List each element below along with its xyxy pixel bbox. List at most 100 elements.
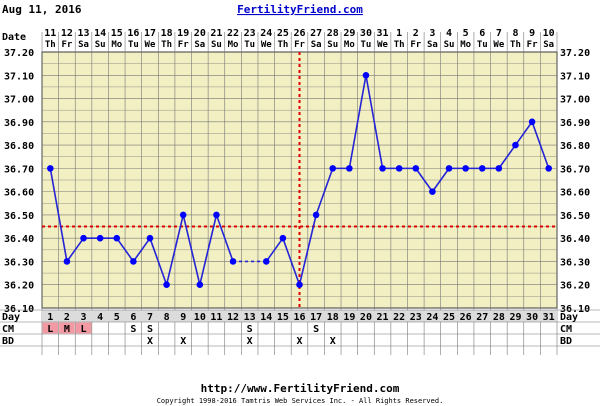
- y-tick-label-right: 36.60: [560, 188, 590, 199]
- temp-point: [379, 165, 386, 172]
- bd-marker: X: [147, 336, 153, 347]
- series-segment: [199, 214, 218, 285]
- day-of-week: Su: [327, 40, 338, 50]
- day-of-week: Th: [277, 40, 288, 50]
- series-segment: [514, 121, 533, 146]
- date-number: 10: [543, 28, 555, 39]
- date-number: 12: [61, 28, 73, 39]
- series-segment: [282, 237, 301, 285]
- cycle-day-number: 31: [543, 312, 555, 323]
- date-number: 14: [94, 28, 106, 39]
- date-number: 28: [327, 28, 339, 39]
- cycle-day-number: 8: [164, 312, 170, 323]
- day-of-week: Th: [161, 40, 172, 50]
- y-tick-label-right: 36.80: [560, 141, 590, 152]
- series-segment: [265, 237, 284, 262]
- day-of-week: Fr: [61, 40, 72, 50]
- temp-point: [262, 258, 270, 265]
- bd-marker: X: [247, 336, 253, 347]
- y-tick-label-right: 36.20: [560, 281, 590, 292]
- cycle-day-number: 27: [476, 312, 488, 323]
- menses-cell: [42, 322, 59, 334]
- reference-lines: [42, 52, 557, 308]
- temp-point: [279, 234, 287, 242]
- cycle-day-number: 4: [97, 312, 103, 323]
- series-segment: [348, 75, 367, 169]
- temp-point: [395, 165, 403, 172]
- cm-value: S: [130, 324, 136, 335]
- y-tick-label-right: 36.90: [560, 118, 590, 129]
- date-number: 6: [479, 28, 485, 39]
- cycle-day-number: 29: [509, 312, 521, 323]
- cm-value: L: [47, 324, 53, 335]
- cycle-day-number: 6: [130, 312, 136, 323]
- day-of-week: Sa: [427, 40, 438, 50]
- date-number: 25: [277, 28, 289, 39]
- date-number: 21: [210, 28, 222, 39]
- temp-point: [130, 258, 137, 265]
- series-segment: [149, 237, 168, 285]
- site-title-link[interactable]: FertilityFriend.com: [237, 3, 363, 16]
- day-of-week: Tu: [361, 40, 372, 50]
- series-segment: [165, 214, 184, 285]
- cycle-day-number: 1: [47, 312, 53, 323]
- date-number: 8: [512, 28, 518, 39]
- date-number: 11: [44, 28, 56, 39]
- day-of-week: Tu: [244, 40, 255, 50]
- cycle-day-number: 13: [244, 312, 256, 323]
- day-of-week: Sa: [311, 40, 322, 50]
- cycle-day-number: 30: [526, 312, 538, 323]
- series-segment: [182, 214, 201, 285]
- date-row-label: Date: [2, 32, 26, 43]
- y-tick-label-left: 37.10: [4, 71, 34, 82]
- y-axis: 36.10 36.10 36.20 36.20 36.30 36.30 36.40 36.40…: [4, 48, 590, 315]
- cycle-day-number: 25: [443, 312, 455, 323]
- cycle-day-number: 18: [327, 312, 339, 323]
- cycle-day-number: 28: [493, 312, 505, 323]
- y-tick-label-left: 36.60: [4, 188, 34, 199]
- series-segment: [116, 237, 135, 262]
- footer-url[interactable]: http://www.FertilityFriend.com: [201, 382, 400, 395]
- y-tick-label-left: 36.20: [4, 281, 34, 292]
- temp-point: [113, 234, 121, 242]
- day-of-week: Su: [444, 40, 455, 50]
- day-of-week: Tu: [128, 40, 139, 50]
- day-of-week: Mo: [460, 40, 471, 50]
- cycle-day-number: 5: [114, 312, 120, 323]
- series-segment: [215, 214, 234, 262]
- temp-point: [528, 118, 536, 126]
- y-tick-label-right: 36.30: [560, 257, 590, 268]
- cm-value: M: [64, 324, 70, 335]
- cycle-day-number: 3: [81, 312, 87, 323]
- date-header: Date 11Th12Fr13Sa14Su15Mo16Tu17We18Th19Fr…: [2, 28, 555, 50]
- date-number: 26: [293, 28, 305, 39]
- y-tick-label-left: 37.00: [4, 95, 34, 106]
- temp-point: [96, 234, 104, 242]
- day-of-week: We: [377, 40, 388, 50]
- menses-cell: [59, 322, 75, 334]
- cycle-day-number: 19: [343, 312, 355, 323]
- temp-point: [429, 188, 436, 195]
- y-tick-label-left: 36.70: [4, 164, 34, 175]
- series-segment: [531, 121, 550, 169]
- cycle-day-number: 15: [277, 312, 289, 323]
- y-tick-label-right: 37.00: [560, 95, 590, 106]
- cycle-day-number: 10: [194, 312, 206, 323]
- date-number: 4: [446, 28, 452, 39]
- y-tick-label-left: 36.90: [4, 118, 34, 129]
- temp-point: [163, 281, 170, 289]
- date-number: 3: [429, 28, 435, 39]
- bd-marker: X: [296, 336, 302, 347]
- cm-row-label-left: CM: [2, 324, 14, 335]
- day-of-week: Tu: [477, 40, 488, 50]
- date-number: 1: [396, 28, 402, 39]
- y-tick-label-left: 37.20: [4, 48, 34, 59]
- day-of-week: Fr: [178, 40, 189, 50]
- day-of-week: Su: [95, 40, 106, 50]
- temp-point: [47, 165, 54, 172]
- chart-date: Aug 11, 2016: [2, 3, 82, 16]
- temp-point: [545, 165, 552, 172]
- day-of-week: Fr: [294, 40, 305, 50]
- date-number: 7: [496, 28, 502, 39]
- day-of-week: We: [145, 40, 156, 50]
